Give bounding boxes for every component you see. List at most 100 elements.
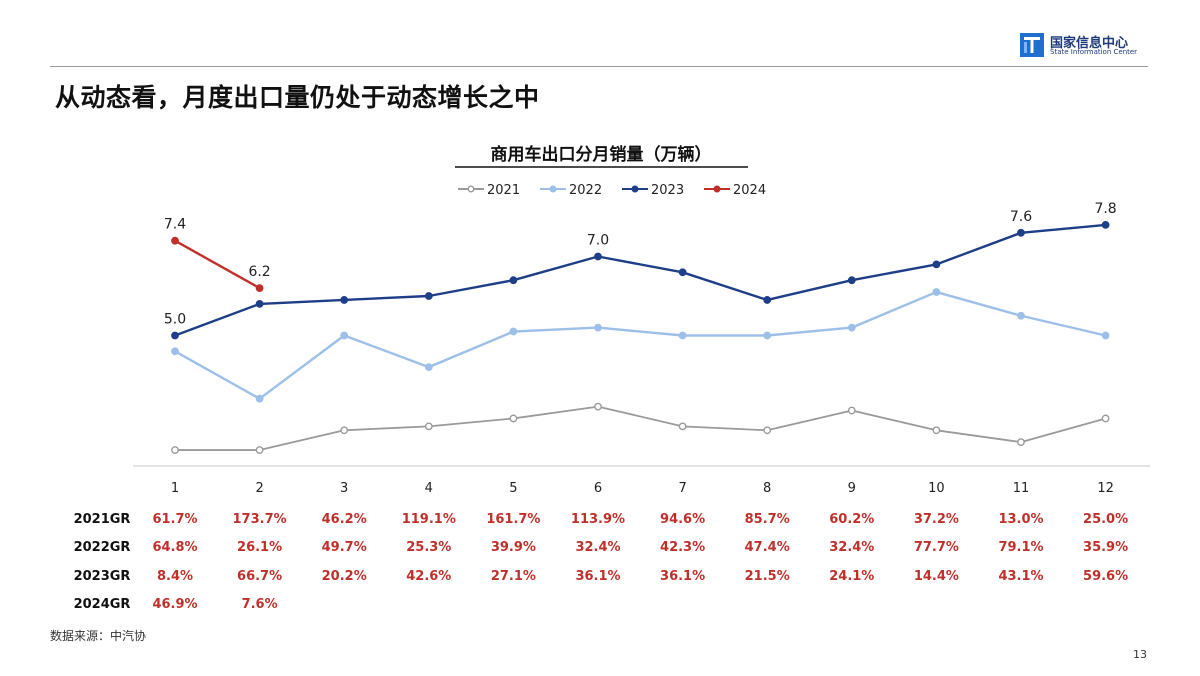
growth-cell: 94.6%: [660, 512, 705, 527]
x-tick-label: 10: [928, 481, 945, 496]
point-2023-m11: [1017, 228, 1025, 237]
point-2023-m2: [255, 299, 264, 308]
point-2021-m12: [1101, 414, 1110, 423]
growth-cell: 39.9%: [491, 540, 536, 555]
point-2024-m2: [255, 284, 264, 292]
page-number: 13: [1133, 648, 1147, 661]
growth-cell: 25.0%: [1083, 512, 1128, 527]
point-2023-m12: [1101, 220, 1110, 229]
point-2022-m3: [340, 331, 349, 340]
point-2022-m12: [1101, 331, 1110, 340]
growth-row-label: 2022GR: [74, 540, 131, 555]
growth-cell: 79.1%: [998, 540, 1043, 555]
x-tick-label: 3: [340, 481, 348, 496]
point-2021-m3: [340, 426, 349, 435]
series-points: [171, 220, 1110, 454]
point-2022-m1: [171, 347, 179, 356]
growth-cell: 49.7%: [322, 540, 367, 555]
point-2021-m4: [424, 422, 433, 431]
state-information-center-logo-icon: [1020, 33, 1044, 57]
point-2021-m1: [171, 446, 179, 454]
growth-cell: 119.1%: [402, 512, 456, 527]
series-lines: [174, 223, 1106, 451]
legend-swatch-marker: [631, 185, 639, 193]
legend: 2021 2022 2023 2024: [458, 183, 766, 198]
point-2022-m2: [255, 394, 264, 403]
legend-item-2024: 2024: [704, 183, 766, 198]
logo-text-en: State Information Center: [1050, 48, 1138, 56]
header-divider: [50, 66, 1148, 67]
point-2021-m9: [847, 406, 856, 415]
growth-cell: 7.6%: [242, 597, 278, 612]
growth-row-label: 2021GR: [74, 512, 131, 527]
series-line-2024: [174, 239, 261, 290]
point-2022-m10: [932, 288, 941, 296]
logo-text-cn: 国家信息中心: [1050, 36, 1129, 51]
point-2023-m8: [763, 296, 772, 304]
point-2021-m10: [932, 426, 941, 435]
point-2022-m5: [509, 327, 518, 336]
growth-cell: 32.4%: [829, 540, 874, 555]
growth-cell: 27.1%: [491, 569, 536, 584]
x-tick-label: 7: [678, 481, 686, 496]
growth-cell: 32.4%: [575, 540, 620, 555]
growth-cell: 24.1%: [829, 569, 874, 584]
data-label: 7.0: [587, 233, 609, 249]
data-label: 6.2: [248, 264, 270, 280]
point-2022-m7: [678, 331, 687, 340]
growth-cell: 13.0%: [998, 512, 1043, 527]
growth-cell: 21.5%: [745, 569, 790, 584]
growth-cell: 66.7%: [237, 569, 282, 584]
growth-cell: 64.8%: [152, 540, 197, 555]
x-tick-label: 8: [763, 481, 771, 496]
growth-cell: 14.4%: [914, 569, 959, 584]
legend-item-2022: 2022: [540, 183, 602, 198]
point-2023-m1: [171, 331, 179, 340]
point-2021-m11: [1017, 438, 1025, 447]
growth-cell: 20.2%: [322, 569, 367, 584]
point-2023-m5: [509, 276, 518, 285]
growth-cell: 173.7%: [233, 512, 287, 527]
point-2022-m9: [847, 323, 856, 332]
growth-row-label: 2023GR: [74, 569, 131, 584]
point-2022-m8: [763, 331, 772, 340]
series-line-2022: [174, 290, 1106, 400]
growth-cell: 37.2%: [914, 512, 959, 527]
data-label: 7.4: [164, 217, 186, 233]
chart-title: 商用车出口分月销量（万辆）: [491, 144, 712, 165]
point-2021-m6: [594, 402, 602, 411]
point-2022-m4: [424, 363, 433, 371]
growth-cell: 8.4%: [157, 569, 193, 584]
point-2021-m5: [509, 414, 518, 423]
point-2023-m3: [340, 296, 349, 304]
x-tick-label: 1: [171, 481, 179, 496]
growth-cell: 46.9%: [152, 597, 197, 612]
data-source-note: 数据来源：中汽协: [50, 629, 147, 643]
point-2021-m2: [255, 446, 264, 454]
legend-label: 2023: [651, 183, 684, 198]
point-2024-m1: [171, 236, 179, 245]
growth-cell: 42.6%: [406, 569, 451, 584]
x-tick-label: 4: [425, 481, 433, 496]
data-labels: 7.4 6.2 5.0 7.0 7.6 7.8: [164, 201, 1117, 328]
point-2023-m4: [424, 292, 433, 300]
series-line-2021: [175, 405, 1106, 451]
series-line-2023: [174, 223, 1106, 337]
legend-label: 2022: [569, 183, 602, 198]
page-title: 从动态看，月度出口量仍处于动态增长之中: [55, 83, 540, 112]
growth-cell: 26.1%: [237, 540, 282, 555]
x-tick-label: 11: [1013, 481, 1030, 496]
data-label: 7.6: [1010, 209, 1032, 225]
legend-label: 2021: [487, 183, 520, 198]
legend-swatch-marker: [467, 185, 475, 193]
growth-cell: 36.1%: [660, 569, 705, 584]
legend-item-2023: 2023: [622, 183, 684, 198]
growth-cell: 46.2%: [322, 512, 367, 527]
growth-cell: 42.3%: [660, 540, 705, 555]
growth-cell: 113.9%: [571, 512, 625, 527]
growth-cell: 25.3%: [406, 540, 451, 555]
growth-cell: 36.1%: [575, 569, 620, 584]
growth-cell: 60.2%: [829, 512, 874, 527]
legend-swatch-marker: [549, 185, 557, 193]
point-2023-m10: [932, 260, 941, 269]
